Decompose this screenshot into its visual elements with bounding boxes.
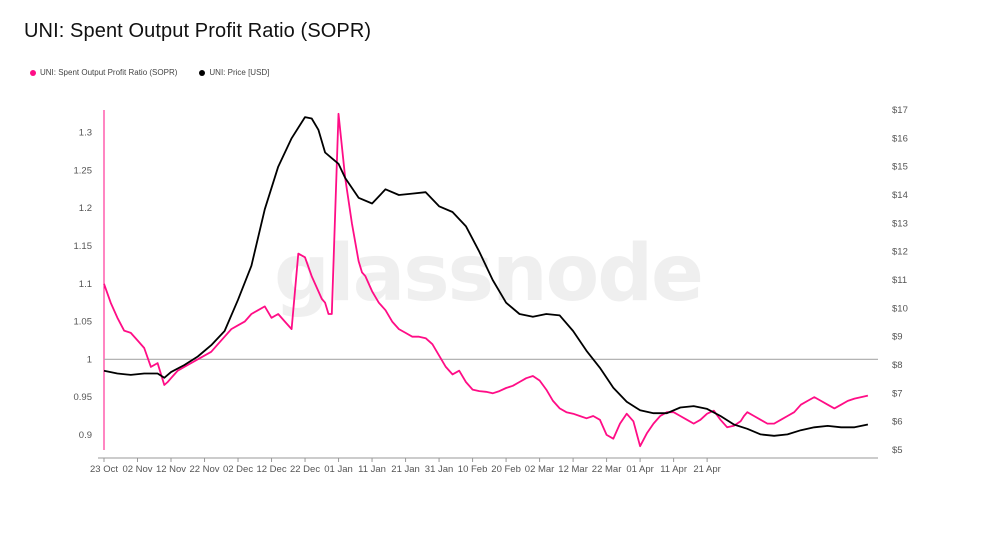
watermark: glassnode bbox=[274, 229, 702, 319]
x-tick-label: 22 Nov bbox=[189, 464, 219, 475]
x-tick-label: 12 Dec bbox=[256, 464, 286, 475]
y-right-tick-label: $6 bbox=[892, 417, 903, 428]
y-left-tick-label: 1.3 bbox=[79, 128, 92, 139]
y-left-tick-label: 1 bbox=[87, 354, 92, 365]
y-left-tick-label: 1.25 bbox=[74, 165, 93, 176]
series-line-price[interactable] bbox=[103, 116, 869, 437]
x-tick-label: 12 Mar bbox=[558, 464, 588, 475]
y-right-tick-label: $11 bbox=[892, 275, 907, 286]
legend-price-dot-icon bbox=[199, 69, 206, 76]
y-right-tick-label: $17 bbox=[892, 105, 908, 116]
x-tick-label: 31 Jan bbox=[425, 464, 454, 475]
y-right-tick-label: $10 bbox=[892, 303, 908, 314]
x-tick-label: 01 Jan bbox=[324, 464, 353, 475]
y-right-tick-label: $5 bbox=[892, 445, 903, 456]
y-left-tick-label: 0.95 bbox=[74, 392, 93, 403]
legend-item-sopr[interactable]: UNI: Spent Output Profit Ratio (SOPR) bbox=[30, 68, 177, 77]
y-right-tick-label: $12 bbox=[892, 247, 908, 258]
x-tick-label: 01 Apr bbox=[626, 464, 653, 475]
x-tick-label: 02 Mar bbox=[525, 464, 555, 475]
y-right-tick-label: $9 bbox=[892, 332, 903, 343]
x-tick-label: 22 Mar bbox=[592, 464, 622, 475]
x-tick-label: 20 Feb bbox=[491, 464, 521, 475]
y-left-tick-label: 0.9 bbox=[79, 430, 92, 441]
legend-item-price[interactable]: UNI: Price [USD] bbox=[199, 68, 269, 77]
y-right-tick-label: $15 bbox=[892, 162, 908, 173]
x-tick-label: 21 Apr bbox=[693, 464, 720, 475]
legend: UNI: Spent Output Profit Ratio (SOPR) UN… bbox=[30, 68, 269, 77]
series-line-sopr[interactable] bbox=[103, 112, 869, 448]
y-left-tick-label: 1.15 bbox=[74, 241, 93, 252]
legend-price-label: UNI: Price [USD] bbox=[209, 68, 270, 77]
plot-area bbox=[103, 112, 878, 448]
x-tick-label: 02 Nov bbox=[122, 464, 152, 475]
y-right-tick-label: $7 bbox=[892, 388, 903, 399]
y-left-tick-label: 1.1 bbox=[79, 279, 92, 290]
x-tick-label: 11 Jan bbox=[358, 464, 386, 475]
chart-title: UNI: Spent Output Profit Ratio (SOPR) bbox=[24, 20, 372, 42]
y-right-tick-label: $8 bbox=[892, 360, 903, 371]
x-tick-label: 12 Nov bbox=[156, 464, 186, 475]
x-tick-label: 23 Oct bbox=[90, 464, 118, 475]
x-tick-label: 10 Feb bbox=[458, 464, 488, 475]
y-left-tick-label: 1.2 bbox=[79, 203, 92, 214]
x-tick-label: 21 Jan bbox=[391, 464, 420, 475]
x-tick-label: 11 Apr bbox=[660, 464, 687, 475]
legend-sopr-label: UNI: Spent Output Profit Ratio (SOPR) bbox=[40, 68, 178, 77]
y-right-tick-label: $16 bbox=[892, 133, 908, 144]
x-tick-label: 22 Dec bbox=[290, 464, 320, 475]
axes: 0.9 0.95 1 1.05 1.1 1.15 1.2 1.25 1.3 $5 $6 $7 $8 $9 $… bbox=[74, 105, 908, 475]
y-left-tick-label: 1.05 bbox=[74, 317, 93, 328]
y-right-tick-label: $13 bbox=[892, 218, 908, 229]
legend-sopr-dot-icon bbox=[30, 69, 36, 76]
y-right-tick-label: $14 bbox=[892, 190, 908, 201]
x-tick-label: 02 Dec bbox=[223, 464, 253, 475]
